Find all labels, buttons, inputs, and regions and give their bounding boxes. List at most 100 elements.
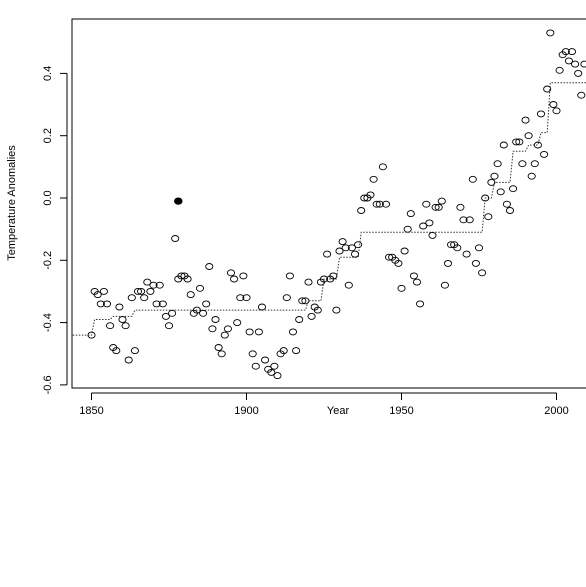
data-point — [580, 60, 586, 68]
data-point — [177, 272, 186, 280]
data-point — [279, 347, 288, 355]
data-point — [394, 259, 403, 267]
data-point — [133, 287, 143, 295]
data-point — [403, 225, 412, 233]
step-trend-line — [72, 82, 586, 336]
data-point — [313, 306, 322, 314]
y-tick-label: -0.6 — [42, 375, 54, 394]
data-point — [437, 197, 446, 205]
x-tick-label: 2000 — [544, 405, 568, 417]
data-point — [505, 207, 515, 214]
data-point — [168, 309, 177, 317]
data-point — [354, 241, 363, 249]
data-point — [385, 253, 394, 261]
data-point — [186, 291, 195, 299]
data-point — [323, 250, 332, 258]
data-point — [552, 107, 561, 115]
data-point — [164, 322, 174, 330]
data-point — [443, 259, 453, 267]
data-point — [301, 297, 310, 305]
data-point — [115, 303, 124, 311]
data-point — [487, 178, 496, 186]
data-point — [319, 275, 329, 283]
data-point — [124, 356, 133, 364]
data-point — [183, 275, 192, 283]
data-point — [462, 250, 471, 258]
data-point — [499, 141, 508, 149]
data-point — [422, 200, 431, 208]
data-point — [536, 110, 546, 118]
y-axis: -0.6 -0.4 -0.2 0.0 0.2 0.4 — [42, 66, 68, 394]
data-point — [378, 163, 387, 171]
data-point — [471, 259, 480, 267]
data-point — [577, 91, 586, 99]
data-point — [87, 331, 96, 339]
data-point — [158, 300, 167, 308]
data-point — [102, 300, 112, 308]
data-point — [412, 278, 422, 286]
x-tick-label: 1850 — [79, 405, 103, 417]
data-point — [425, 219, 434, 227]
data-point — [428, 231, 437, 239]
data-point — [478, 269, 487, 277]
data-point — [518, 160, 527, 168]
data-point — [357, 207, 366, 214]
data-point — [533, 141, 542, 149]
data-point — [369, 175, 378, 183]
data-point — [527, 172, 536, 180]
data-point — [434, 203, 443, 211]
data-point — [155, 281, 164, 289]
y-tick-label: 0.2 — [42, 128, 54, 143]
data-point — [211, 316, 220, 323]
data-point — [431, 203, 440, 211]
data-point — [465, 216, 474, 224]
x-axis: 1850 1900 1950 2000 — [79, 392, 569, 417]
data-point — [118, 316, 127, 323]
data-point — [273, 372, 282, 380]
data-point — [350, 250, 360, 258]
data-point — [474, 244, 484, 252]
data-point — [555, 66, 564, 74]
data-point — [493, 160, 502, 168]
data-point — [99, 287, 108, 295]
data-point — [137, 287, 146, 295]
data-point — [490, 172, 499, 180]
data-point — [347, 244, 356, 252]
data-point — [112, 347, 121, 355]
data-point — [515, 138, 524, 146]
data-point — [521, 116, 530, 124]
data-point — [106, 322, 115, 330]
data-point — [447, 241, 456, 249]
data-point — [561, 48, 570, 56]
data-point — [512, 138, 521, 146]
data-point — [406, 210, 415, 218]
data-point — [171, 235, 180, 242]
data-point — [192, 306, 201, 314]
plot-frame — [71, 18, 586, 389]
data-point — [245, 328, 254, 336]
data-point — [419, 222, 428, 230]
data-point — [546, 29, 555, 37]
data-point — [96, 300, 105, 308]
data-point — [230, 275, 239, 283]
data-point — [226, 269, 236, 277]
y-tick-label: 0.4 — [42, 66, 54, 81]
data-point — [524, 132, 533, 140]
data-point — [496, 188, 505, 196]
data-point — [400, 247, 409, 255]
x-tick-label: 1950 — [389, 405, 413, 417]
data-point — [298, 297, 307, 305]
data-point — [540, 150, 549, 158]
y-tick-label: -0.2 — [42, 251, 54, 270]
data-point — [195, 284, 205, 292]
data-point — [239, 272, 248, 280]
data-point — [267, 368, 276, 376]
data-point — [295, 316, 304, 323]
data-point — [366, 191, 375, 199]
data-point — [341, 244, 350, 252]
data-point — [282, 294, 291, 302]
y-tick-label: 0.0 — [42, 190, 54, 205]
data-point — [360, 194, 369, 202]
